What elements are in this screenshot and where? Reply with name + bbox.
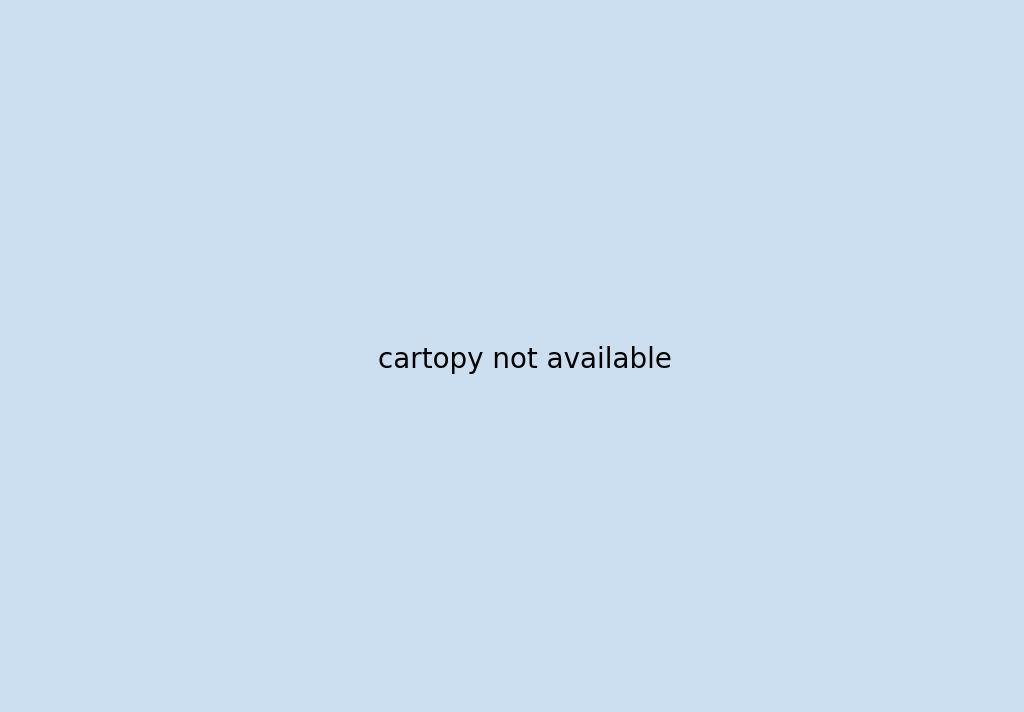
- Text: cartopy not available: cartopy not available: [378, 345, 672, 374]
